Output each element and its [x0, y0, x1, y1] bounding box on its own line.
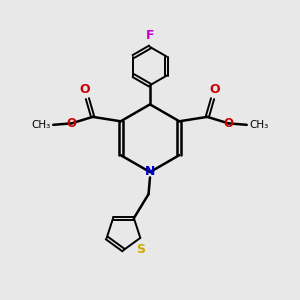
- Text: F: F: [146, 28, 154, 42]
- Text: O: O: [210, 83, 220, 96]
- Text: O: O: [224, 117, 233, 130]
- Text: N: N: [145, 165, 155, 178]
- Text: CH₃: CH₃: [31, 120, 50, 130]
- Text: O: O: [80, 83, 90, 96]
- Text: S: S: [136, 243, 145, 256]
- Text: O: O: [67, 117, 76, 130]
- Text: CH₃: CH₃: [250, 120, 269, 130]
